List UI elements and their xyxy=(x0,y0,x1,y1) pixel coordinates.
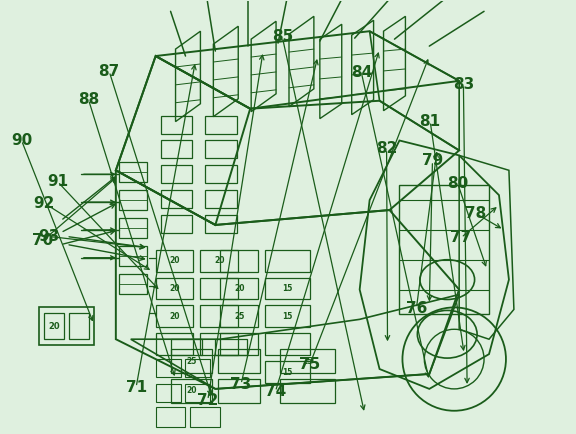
Bar xyxy=(265,333,310,355)
Bar xyxy=(44,313,64,339)
Bar xyxy=(206,215,237,233)
Text: 90: 90 xyxy=(11,133,32,148)
Text: 82: 82 xyxy=(376,141,397,156)
Text: 25: 25 xyxy=(302,357,313,365)
Bar xyxy=(221,250,258,272)
Text: 72: 72 xyxy=(197,393,218,408)
Text: 73: 73 xyxy=(230,377,252,392)
Text: 15: 15 xyxy=(282,368,293,377)
Text: 75: 75 xyxy=(299,357,320,372)
Text: 70: 70 xyxy=(32,233,54,248)
Text: 78: 78 xyxy=(465,206,487,221)
Text: 93: 93 xyxy=(38,229,59,244)
Bar xyxy=(215,339,247,355)
Text: 25: 25 xyxy=(186,357,196,365)
Text: 20: 20 xyxy=(169,256,180,265)
Text: 85: 85 xyxy=(272,29,293,44)
Bar xyxy=(221,278,258,299)
Bar xyxy=(200,278,238,299)
Bar xyxy=(200,333,238,355)
Bar xyxy=(156,306,194,327)
Text: 92: 92 xyxy=(33,196,55,210)
Bar xyxy=(206,190,237,208)
Text: 87: 87 xyxy=(98,64,120,79)
Bar xyxy=(161,141,192,158)
Bar xyxy=(206,165,237,183)
Bar xyxy=(119,190,147,210)
Bar xyxy=(161,115,192,134)
Text: 20: 20 xyxy=(48,322,60,331)
Text: 83: 83 xyxy=(453,77,474,92)
Text: 71: 71 xyxy=(126,380,147,395)
Bar xyxy=(280,379,335,403)
Text: 80: 80 xyxy=(447,176,468,191)
Bar xyxy=(39,307,94,345)
Text: 20: 20 xyxy=(169,284,180,293)
Bar xyxy=(206,141,237,158)
Bar xyxy=(69,313,89,339)
Text: 81: 81 xyxy=(419,114,441,129)
Bar xyxy=(161,215,192,233)
Text: 79: 79 xyxy=(422,154,443,168)
Text: 15: 15 xyxy=(282,284,293,293)
Bar xyxy=(156,250,194,272)
Text: 20: 20 xyxy=(234,284,244,293)
Bar xyxy=(280,349,335,373)
Bar xyxy=(221,333,258,355)
Bar xyxy=(119,162,147,182)
Bar xyxy=(119,273,147,293)
Text: 84: 84 xyxy=(351,65,372,80)
Bar xyxy=(185,359,210,377)
Bar xyxy=(265,306,310,327)
Bar xyxy=(170,349,213,373)
Text: 91: 91 xyxy=(47,174,68,189)
Bar xyxy=(156,384,180,402)
Bar xyxy=(156,407,185,427)
Bar xyxy=(119,218,147,238)
Bar xyxy=(400,185,489,314)
Bar xyxy=(170,379,213,403)
Text: 15: 15 xyxy=(282,312,293,321)
Bar xyxy=(156,333,194,355)
Bar xyxy=(200,250,238,272)
Bar xyxy=(218,379,260,403)
Bar xyxy=(170,339,202,355)
Text: 76: 76 xyxy=(406,301,427,316)
Bar xyxy=(156,278,194,299)
Bar xyxy=(265,278,310,299)
Text: 20: 20 xyxy=(214,256,225,265)
Bar xyxy=(161,190,192,208)
Bar xyxy=(218,349,260,373)
Text: 20: 20 xyxy=(169,312,180,321)
Text: 88: 88 xyxy=(78,92,99,107)
Bar xyxy=(156,359,180,377)
Bar xyxy=(161,165,192,183)
Text: 77: 77 xyxy=(450,230,472,245)
Bar xyxy=(265,361,310,383)
Bar xyxy=(265,250,310,272)
Bar xyxy=(191,407,221,427)
Bar xyxy=(119,246,147,266)
Text: 25: 25 xyxy=(234,312,244,321)
Text: 20: 20 xyxy=(186,386,197,395)
Bar xyxy=(200,306,238,327)
Bar xyxy=(221,306,258,327)
Text: 74: 74 xyxy=(265,384,286,399)
Bar xyxy=(206,115,237,134)
Bar xyxy=(185,384,210,402)
